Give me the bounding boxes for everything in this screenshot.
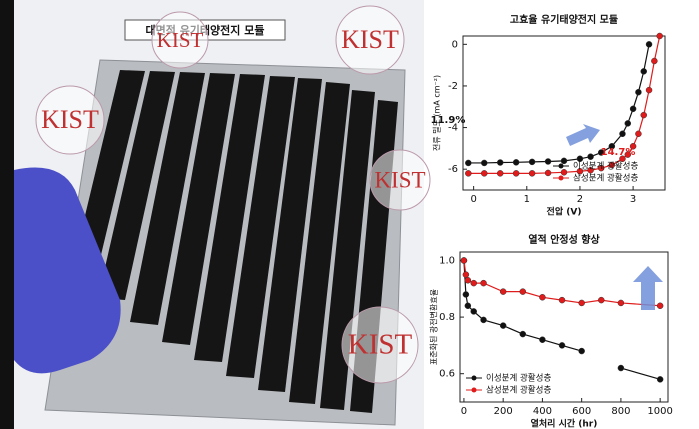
data-point [500,323,506,329]
data-point [618,365,624,371]
chart-title: 열적 안정성 향상 [528,233,600,246]
data-point [465,303,471,309]
data-point [465,160,471,166]
data-point [559,342,565,348]
y-axis-label: 전류 밀도 (mA cm⁻²) [432,75,442,151]
y-tick-label: 0 [452,39,458,50]
logo-text: KIST [157,28,204,52]
data-point [579,348,585,354]
x-axis-label: 전압 (V) [547,206,582,218]
x-tick-label: 3 [630,194,636,205]
data-point [481,317,487,323]
data-point [588,154,594,160]
x-tick-label: 0 [470,194,476,205]
x-tick-label: 200 [494,406,513,417]
legend-label: 이성분계 광활성층 [486,373,551,384]
data-point [641,112,647,118]
chart-title: 고효율 유기태양전지 모듈 [510,13,618,26]
annotation: 14.7% [601,147,636,158]
logo-text: KIST [341,25,399,54]
data-point [465,277,471,283]
data-point [461,257,467,263]
data-point [497,170,503,176]
data-point [545,170,551,176]
x-tick-label: 1000 [647,406,672,417]
x-tick-label: 2 [577,194,583,205]
logo-text: KIST [348,329,413,361]
y-tick-label: 0.6 [439,369,455,380]
data-point [520,289,526,295]
data-point [465,170,471,176]
y-tick-label: -2 [448,81,458,92]
legend-marker [559,164,564,169]
data-point [539,294,545,300]
x-tick-label: 400 [533,406,552,417]
data-point [481,170,487,176]
y-tick-label: 0.8 [439,312,455,323]
data-point [657,303,663,309]
data-point [463,291,469,297]
data-point [657,33,663,39]
data-point [561,158,567,164]
data-point [598,297,604,303]
data-point [579,300,585,306]
logo-text: KIST [374,167,425,192]
data-point [635,89,641,95]
data-point [651,58,657,64]
border [0,0,14,429]
x-tick-label: 800 [611,406,630,417]
data-point [520,331,526,337]
data-point [481,160,487,166]
y-tick-label: 1.0 [439,255,455,266]
data-point [463,272,469,278]
data-point [641,68,647,74]
data-point [497,160,503,166]
data-point [561,169,567,175]
page: 대면적 유기태양전지 모듈 KISTKISTKISTKISTKIST 고효율 유… [0,0,699,429]
data-point [481,280,487,286]
logo-text: KIST [41,105,99,134]
data-point [529,159,535,165]
legend-label: 삼성분계 광활성층 [573,173,638,184]
annotation: 11.9% [431,115,466,126]
data-point [539,337,545,343]
data-point [635,131,641,137]
legend-marker [472,388,477,393]
x-tick-label: 0 [461,406,467,417]
legend-marker [559,176,564,181]
data-point [559,297,565,303]
data-point [618,300,624,306]
x-axis-label: 열처리 시간 (hr) [531,418,598,429]
y-tick-label: -6 [448,164,458,175]
data-point [471,308,477,314]
data-point [471,280,477,286]
data-point [529,170,535,176]
legend-label: 삼성분계 광활성층 [486,385,551,396]
data-point [500,289,506,295]
data-point [625,120,631,126]
legend-marker [472,376,477,381]
data-point [646,41,652,47]
data-point [657,376,663,382]
data-point [619,131,625,137]
legend-label: 이성분계 광활성층 [573,161,638,172]
x-tick-label: 600 [572,406,591,417]
data-point [545,158,551,164]
data-point [646,87,652,93]
x-tick-label: 1 [524,194,530,205]
data-point [513,159,519,165]
data-point [513,170,519,176]
y-axis-label: 표준화된 광전변환효율 [429,289,439,365]
data-point [630,106,636,112]
